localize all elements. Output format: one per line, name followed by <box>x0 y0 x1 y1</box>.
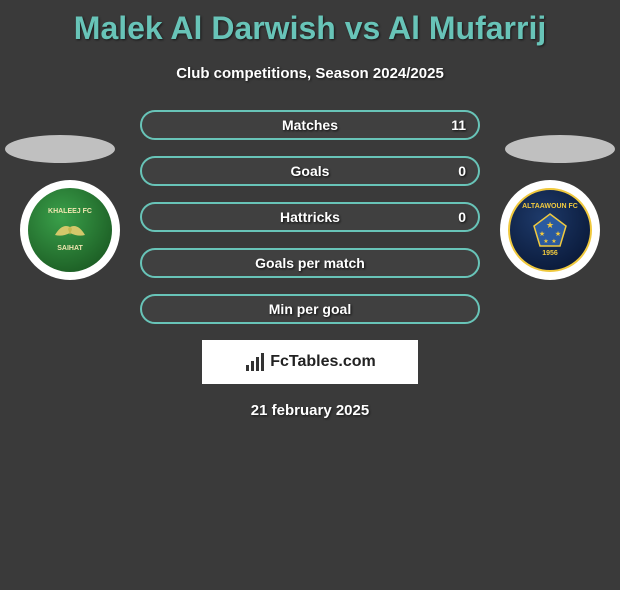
svg-text:★: ★ <box>539 230 545 238</box>
stat-label: Matches <box>282 117 338 133</box>
stat-bar-matches: Matches 11 <box>140 110 480 140</box>
club-badge-right: ALTAAWOUN FC ★ ★ ★ ★ ★ 1956 <box>500 180 600 280</box>
stats-container: Matches 11 Goals 0 Hattricks 0 Goals per match… <box>140 110 480 324</box>
club-badge-right-inner: ALTAAWOUN FC ★ ★ ★ ★ ★ 1956 <box>508 188 592 272</box>
stat-label: Goals <box>291 163 330 179</box>
svg-text:★: ★ <box>546 220 554 230</box>
player-photo-right <box>505 135 615 163</box>
club-badge-left-inner: KHALEEJ FC SAIHAT <box>28 188 112 272</box>
chart-icon <box>244 351 266 373</box>
stat-bar-min-per-goal: Min per goal <box>140 294 480 324</box>
subtitle: Club competitions, Season 2024/2025 <box>0 65 620 82</box>
stat-value-right: 0 <box>458 209 466 225</box>
stat-value-right: 0 <box>458 163 466 179</box>
stat-bar-hattricks: Hattricks 0 <box>140 202 480 232</box>
eagle-icon <box>50 215 90 245</box>
club-left-name: KHALEEJ FC <box>48 208 92 215</box>
pentagon-stars-icon: ★ ★ ★ ★ ★ <box>530 210 570 250</box>
stat-value-right: 11 <box>451 117 466 133</box>
stat-label: Hattricks <box>280 209 340 225</box>
watermark-text: FcTables.com <box>270 353 376 371</box>
svg-text:★: ★ <box>551 238 556 245</box>
page-title: Malek Al Darwish vs Al Mufarrij <box>0 10 620 47</box>
club-badge-left: KHALEEJ FC SAIHAT <box>20 180 120 280</box>
club-right-sub: 1956 <box>542 250 558 257</box>
stat-bar-goals: Goals 0 <box>140 156 480 186</box>
club-right-name: ALTAAWOUN FC <box>522 203 578 210</box>
svg-text:★: ★ <box>555 230 561 238</box>
footer-date: 21 february 2025 <box>0 402 620 419</box>
stat-bar-goals-per-match: Goals per match <box>140 248 480 278</box>
stat-label: Min per goal <box>269 301 351 317</box>
watermark: FcTables.com <box>202 340 418 384</box>
svg-text:★: ★ <box>543 238 548 245</box>
stat-label: Goals per match <box>255 255 365 271</box>
player-photo-left <box>5 135 115 163</box>
club-left-sub: SAIHAT <box>57 245 83 252</box>
